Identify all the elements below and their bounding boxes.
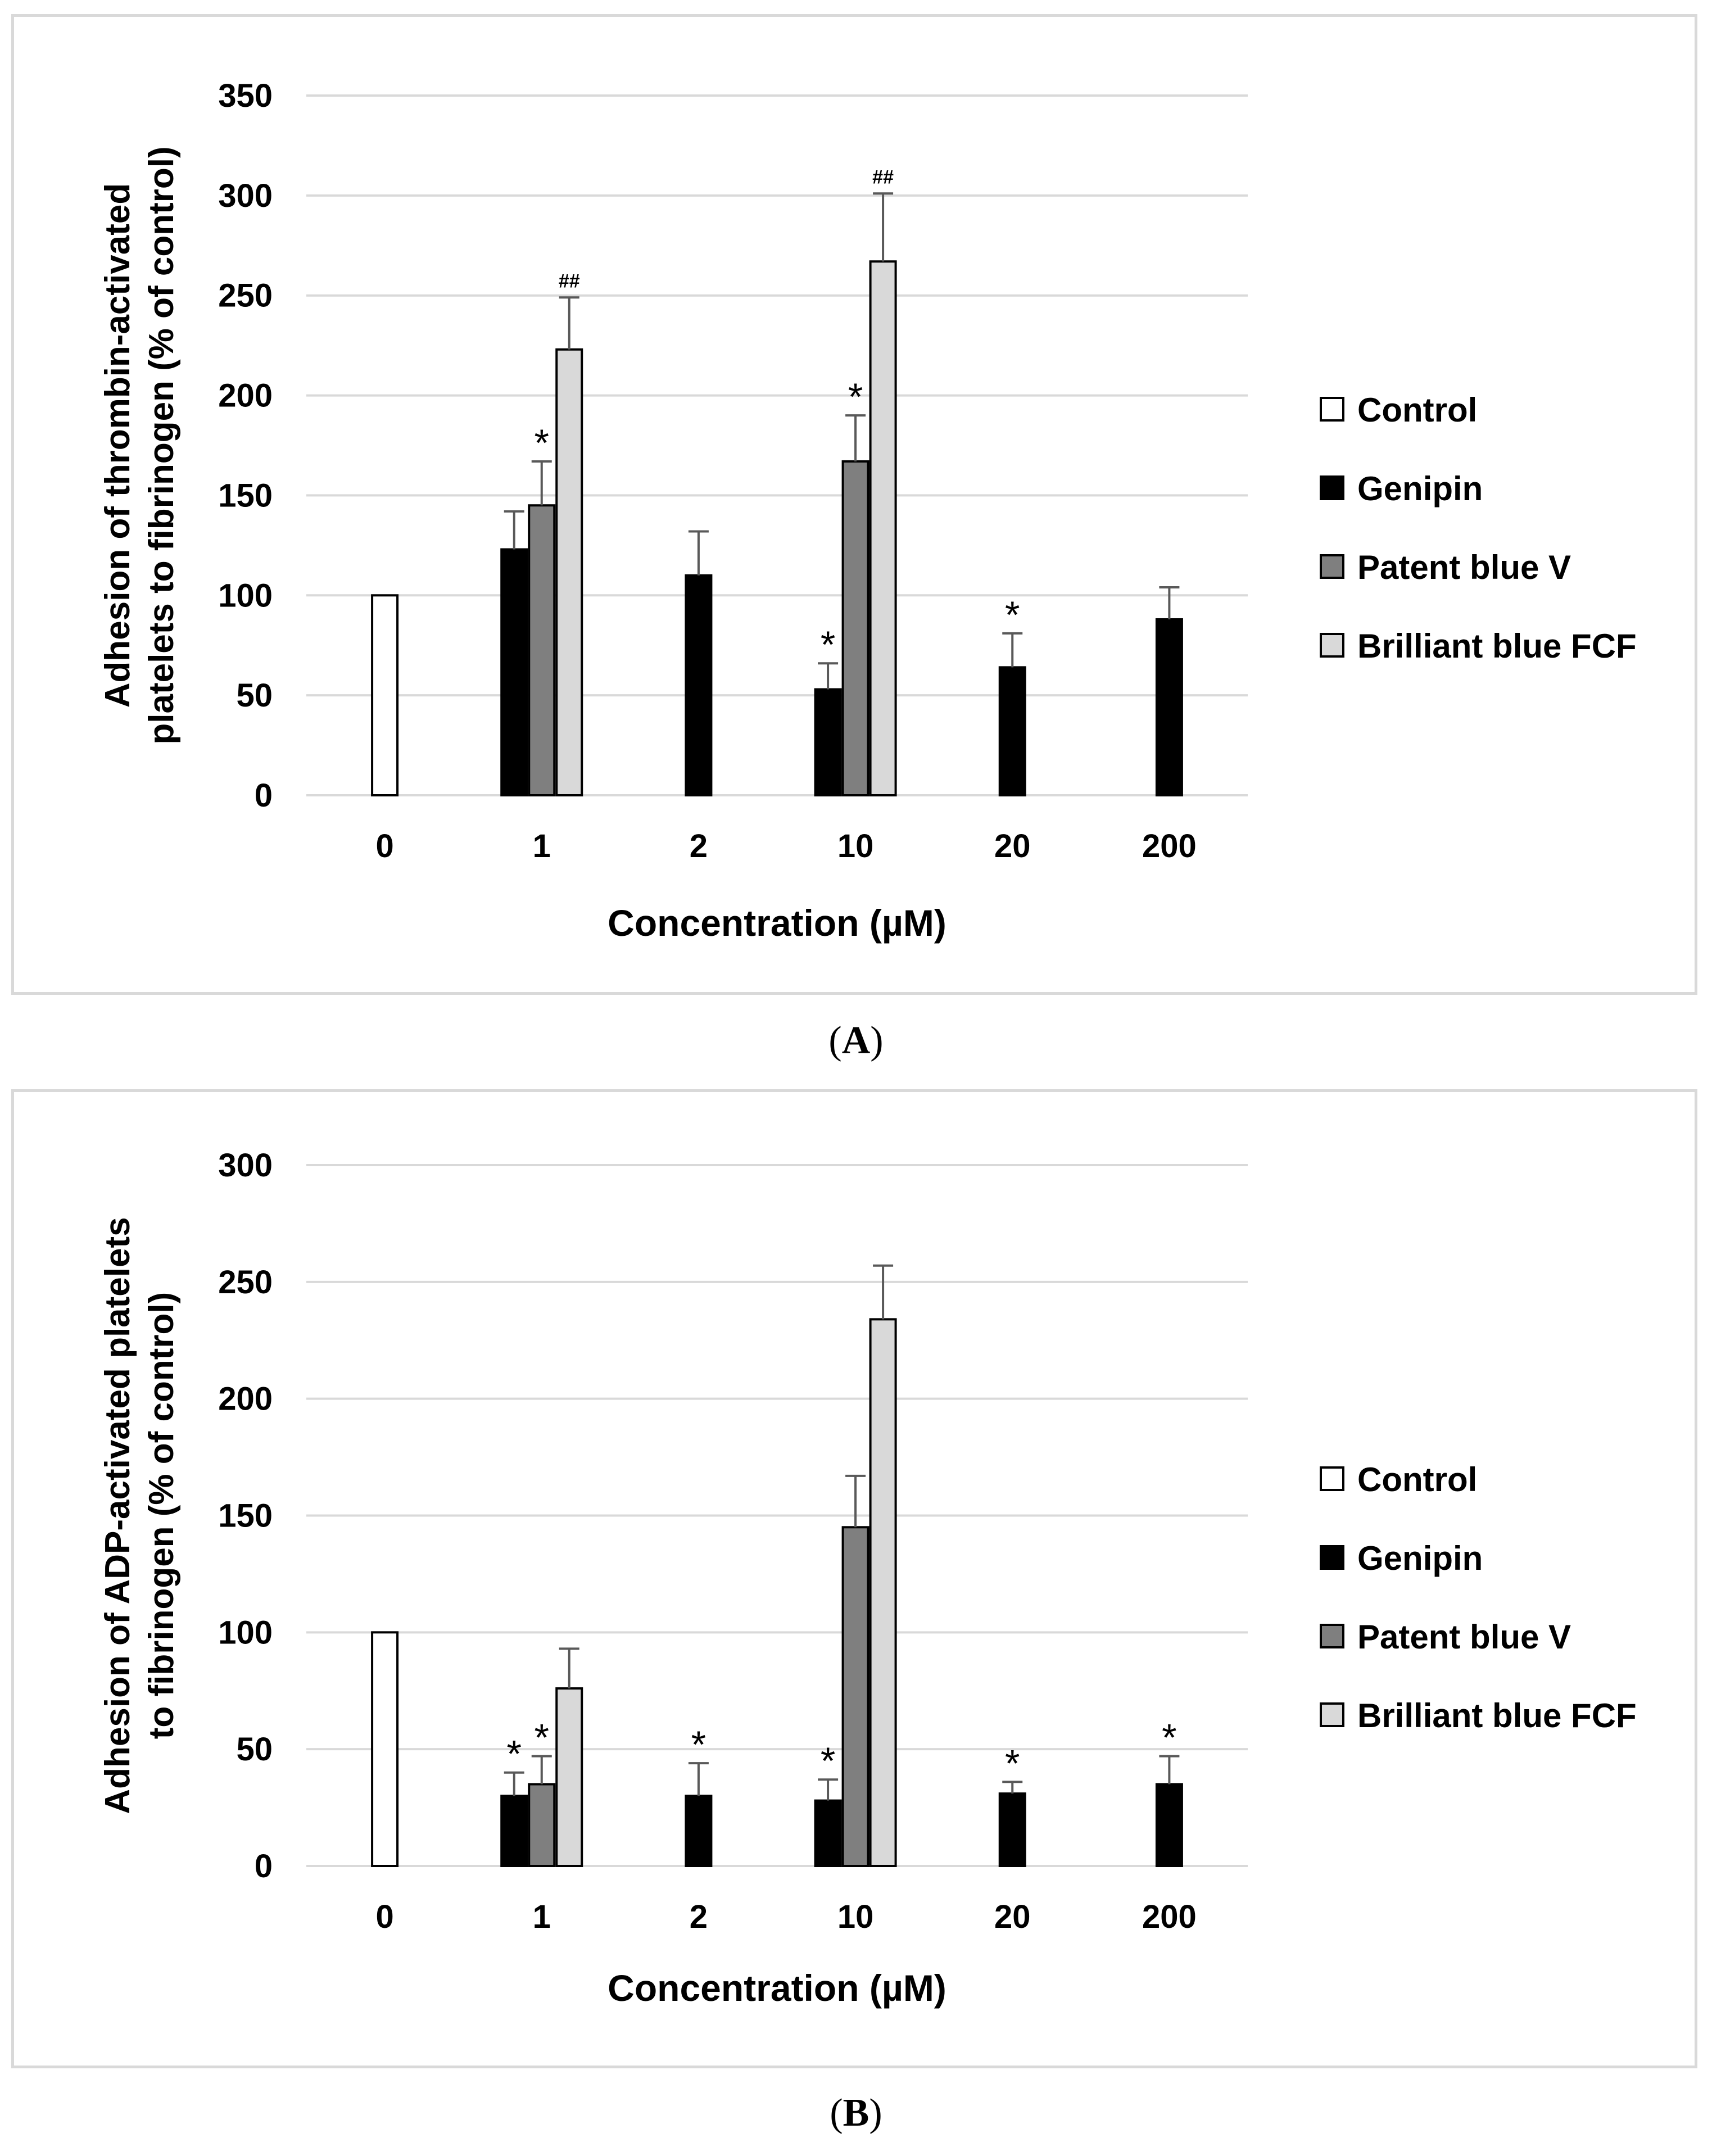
bar-genipin <box>814 688 842 796</box>
y-axis-title: Adhesion of ADP-activated platelets <box>98 1217 137 1814</box>
legend-swatch <box>1320 1624 1344 1648</box>
x-tick-label: 10 <box>837 828 874 864</box>
chart-panel-b: 0 50 100 150 200 250 300 0 1 2 10 20 200 * * * * * * Concen… <box>11 1089 1697 2068</box>
y-tick-label: 50 <box>236 1731 273 1768</box>
y-axis-title: to fibrinogen (% of control) <box>142 1292 181 1740</box>
bar-brilliant-blue-fcf <box>869 1318 897 1867</box>
y-axis-title: Adhesion of thrombin-activated <box>98 183 137 708</box>
legend-swatch <box>1320 397 1344 422</box>
significance-mark: ## <box>872 166 894 188</box>
y-tick-label: 200 <box>218 378 273 414</box>
x-tick-label: 200 <box>1142 828 1197 864</box>
significance-mark: * <box>821 623 835 666</box>
x-axis-title: Concentration (µM) <box>608 1967 946 2009</box>
legend-label: Control <box>1357 1461 1477 1498</box>
significance-mark: * <box>507 1733 522 1775</box>
y-tick-label: 50 <box>236 677 273 714</box>
x-tick-label: 200 <box>1142 1899 1197 1935</box>
x-tick-label: 20 <box>994 1899 1031 1935</box>
legend-label: Genipin <box>1357 1539 1483 1577</box>
bar-genipin <box>1155 618 1183 796</box>
bar-brilliant-blue-fcf <box>555 1687 583 1868</box>
bar-patent-blue-v <box>841 460 869 796</box>
x-axis-title: Concentration (µM) <box>608 902 946 944</box>
y-tick-label: 300 <box>218 178 273 214</box>
significance-mark: ## <box>559 270 580 292</box>
x-tick-label: 20 <box>994 828 1031 864</box>
bar-brilliant-blue-fcf <box>869 260 897 796</box>
y-tick-label: 250 <box>218 1264 273 1301</box>
x-tick-label: 0 <box>375 828 393 864</box>
bar-control <box>371 1631 399 1867</box>
y-tick-label: 300 <box>218 1147 273 1184</box>
legend-swatch <box>1320 1702 1344 1727</box>
significance-mark: * <box>848 375 863 418</box>
bar-genipin <box>500 1795 528 1868</box>
legend-swatch <box>1320 1466 1344 1491</box>
legend-label: Brilliant blue FCF <box>1357 1697 1637 1734</box>
bar-genipin <box>685 574 713 796</box>
chart-a: 0 50 100 150 200 250 300 350 0 1 2 10 20 200 * ## * * ## * C… <box>98 78 1637 944</box>
y-tick-label: 350 <box>218 78 273 114</box>
significance-mark: * <box>691 1723 706 1766</box>
bar-genipin <box>814 1799 842 1867</box>
bar-patent-blue-v <box>528 504 556 796</box>
y-tick-label: 250 <box>218 278 273 314</box>
bar-patent-blue-v <box>528 1783 556 1868</box>
y-tick-label: 100 <box>218 577 273 614</box>
y-tick-label: 0 <box>255 777 273 814</box>
x-tick-label: 10 <box>837 1899 874 1935</box>
y-axis-title: platelets to fibrinogen (% of control) <box>142 146 181 744</box>
panel-label-b: (B) <box>830 2091 882 2135</box>
x-tick-label: 0 <box>375 1899 393 1935</box>
y-tick-label: 200 <box>218 1381 273 1417</box>
panel-label-a: (A) <box>828 1019 884 1062</box>
bar-brilliant-blue-fcf <box>555 348 583 796</box>
x-tick-label: 1 <box>533 828 551 864</box>
legend-swatch <box>1320 475 1344 500</box>
x-tick-label: 2 <box>690 1899 708 1935</box>
legend-label: Control <box>1357 391 1477 429</box>
significance-mark: * <box>535 1716 549 1759</box>
significance-mark: * <box>1162 1716 1176 1759</box>
y-tick-label: 100 <box>218 1614 273 1651</box>
legend-label: Patent blue V <box>1357 549 1571 586</box>
significance-mark: * <box>821 1740 835 1782</box>
bar-patent-blue-v <box>841 1526 869 1867</box>
legend-label: Brilliant blue FCF <box>1357 627 1637 665</box>
y-tick-label: 150 <box>218 1498 273 1534</box>
significance-mark: * <box>1005 1742 1020 1784</box>
bar-control <box>371 594 399 797</box>
chart-panel-a: 0 50 100 150 200 250 300 350 0 1 2 10 20 200 * ## * * ## * C… <box>11 14 1697 995</box>
legend-swatch <box>1320 1545 1344 1570</box>
legend-swatch <box>1320 554 1344 579</box>
legend-label: Patent blue V <box>1357 1618 1571 1656</box>
chart-b: 0 50 100 150 200 250 300 0 1 2 10 20 200 * * * * * * Concen… <box>98 1147 1637 2009</box>
y-tick-label: 150 <box>218 477 273 514</box>
bar-genipin <box>685 1795 713 1868</box>
y-tick-label: 0 <box>255 1848 273 1885</box>
significance-mark: * <box>535 422 549 464</box>
bar-genipin <box>1155 1783 1183 1868</box>
legend-swatch <box>1320 633 1344 658</box>
significance-mark: * <box>1005 594 1020 636</box>
legend-label: Genipin <box>1357 470 1483 508</box>
bar-genipin <box>998 666 1026 797</box>
bar-genipin <box>500 548 528 796</box>
x-tick-label: 1 <box>533 1899 551 1935</box>
x-tick-label: 2 <box>690 828 708 864</box>
bar-genipin <box>998 1792 1026 1867</box>
